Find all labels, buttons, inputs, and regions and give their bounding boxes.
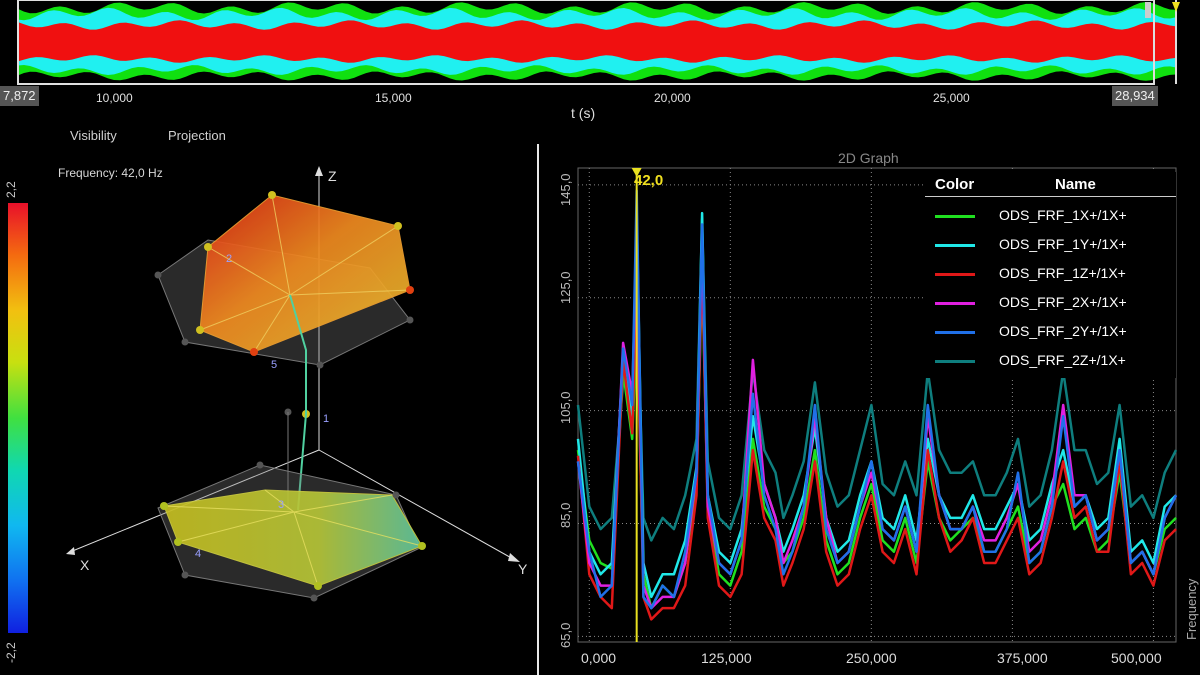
series-line-3 — [576, 257, 1177, 621]
range-handle-right — [1145, 2, 1151, 18]
x-tick: 0,000 — [581, 650, 617, 666]
node-label: 3 — [278, 499, 284, 511]
y-tick: 105,0 — [558, 391, 573, 424]
y-tick: 125,0 — [558, 271, 573, 304]
overview-waveform[interactable] — [0, 0, 1200, 85]
tab-visibility[interactable]: Visibility — [70, 128, 117, 143]
frequency-readout: Frequency: 42,0 Hz — [58, 166, 163, 180]
x-tick: 250,000 — [846, 650, 897, 666]
x-tick: 375,000 — [997, 650, 1048, 666]
legend-name: ODS_FRF_2Y+/1X+ — [999, 323, 1127, 339]
y-axis-label: Y — [518, 561, 528, 577]
series-line-6 — [576, 217, 1178, 542]
legend-name: ODS_FRF_1Z+/1X+ — [999, 265, 1126, 281]
legend-swatch — [935, 331, 975, 334]
legend-item[interactable]: ODS_FRF_1X+/1X+ — [925, 202, 1176, 230]
legend-swatch — [935, 302, 975, 305]
legend-item[interactable]: ODS_FRF_1Z+/1X+ — [925, 260, 1176, 288]
legend-name: ODS_FRF_1Y+/1X+ — [999, 236, 1127, 252]
node-label: 5 — [271, 359, 277, 371]
legend-header-color: Color — [935, 176, 975, 193]
x-tick: 500,000 — [1111, 650, 1162, 666]
y-axis-line — [318, 449, 516, 561]
overview-cursor-marker — [1172, 2, 1180, 12]
connecting-member — [289, 294, 307, 511]
series-legend: Color Name ODS_FRF_1X+/1X+ ODS_FRF_1Y+/1X… — [925, 172, 1176, 378]
x-tick: 125,000 — [701, 650, 752, 666]
time-tick: 20,000 — [654, 91, 691, 105]
legend-header-name: Name — [1055, 176, 1096, 193]
y-tick: 145,0 — [558, 173, 573, 206]
time-axis-label: t (s) — [571, 105, 596, 121]
legend-swatch — [935, 273, 975, 276]
time-tick: 15,000 — [375, 91, 412, 105]
y-tick: 85,0 — [558, 502, 573, 528]
panel-divider[interactable] — [537, 144, 539, 675]
series-line-2 — [576, 211, 1177, 599]
legend-swatch — [935, 360, 975, 363]
range-start-box[interactable]: 7,872 — [0, 86, 39, 106]
frequency-cursor-label[interactable]: 42,0 — [634, 172, 664, 189]
node-label: 2 — [226, 253, 232, 265]
node-label: 1 — [323, 413, 329, 425]
node-label: 4 — [195, 548, 201, 560]
y-axis-title: Frequency (Hz) — [1184, 578, 1200, 640]
z-axis-label: Z — [328, 168, 337, 184]
legend-swatch — [935, 244, 975, 247]
legend-swatch — [935, 215, 975, 218]
y-tick: 65,0 — [558, 622, 573, 648]
graph-title: 2D Graph — [838, 150, 899, 166]
legend-item[interactable]: ODS_FRF_2Y+/1X+ — [925, 318, 1176, 346]
color-scale-bar — [8, 203, 28, 633]
legend-name: ODS_FRF_2X+/1X+ — [999, 294, 1127, 310]
series-line-5 — [576, 189, 1178, 610]
x-axis-label: X — [80, 557, 90, 573]
legend-name: ODS_FRF_2Z+/1X+ — [999, 352, 1126, 368]
time-tick: 10,000 — [96, 91, 133, 105]
legend-item[interactable]: ODS_FRF_2X+/1X+ — [925, 289, 1176, 317]
3d-mode-shape-view[interactable]: Z X Y 2 5 1 3 4 — [40, 150, 535, 670]
tab-projection[interactable]: Projection — [168, 128, 226, 143]
frequency-cursor-marker — [631, 168, 642, 177]
legend-name: ODS_FRF_1X+/1X+ — [999, 207, 1127, 223]
legend-item[interactable]: ODS_FRF_1Y+/1X+ — [925, 231, 1176, 259]
legend-item[interactable]: ODS_FRF_2Z+/1X+ — [925, 347, 1176, 375]
range-end-box[interactable]: 28,934 — [1112, 86, 1158, 106]
time-tick: 25,000 — [933, 91, 970, 105]
